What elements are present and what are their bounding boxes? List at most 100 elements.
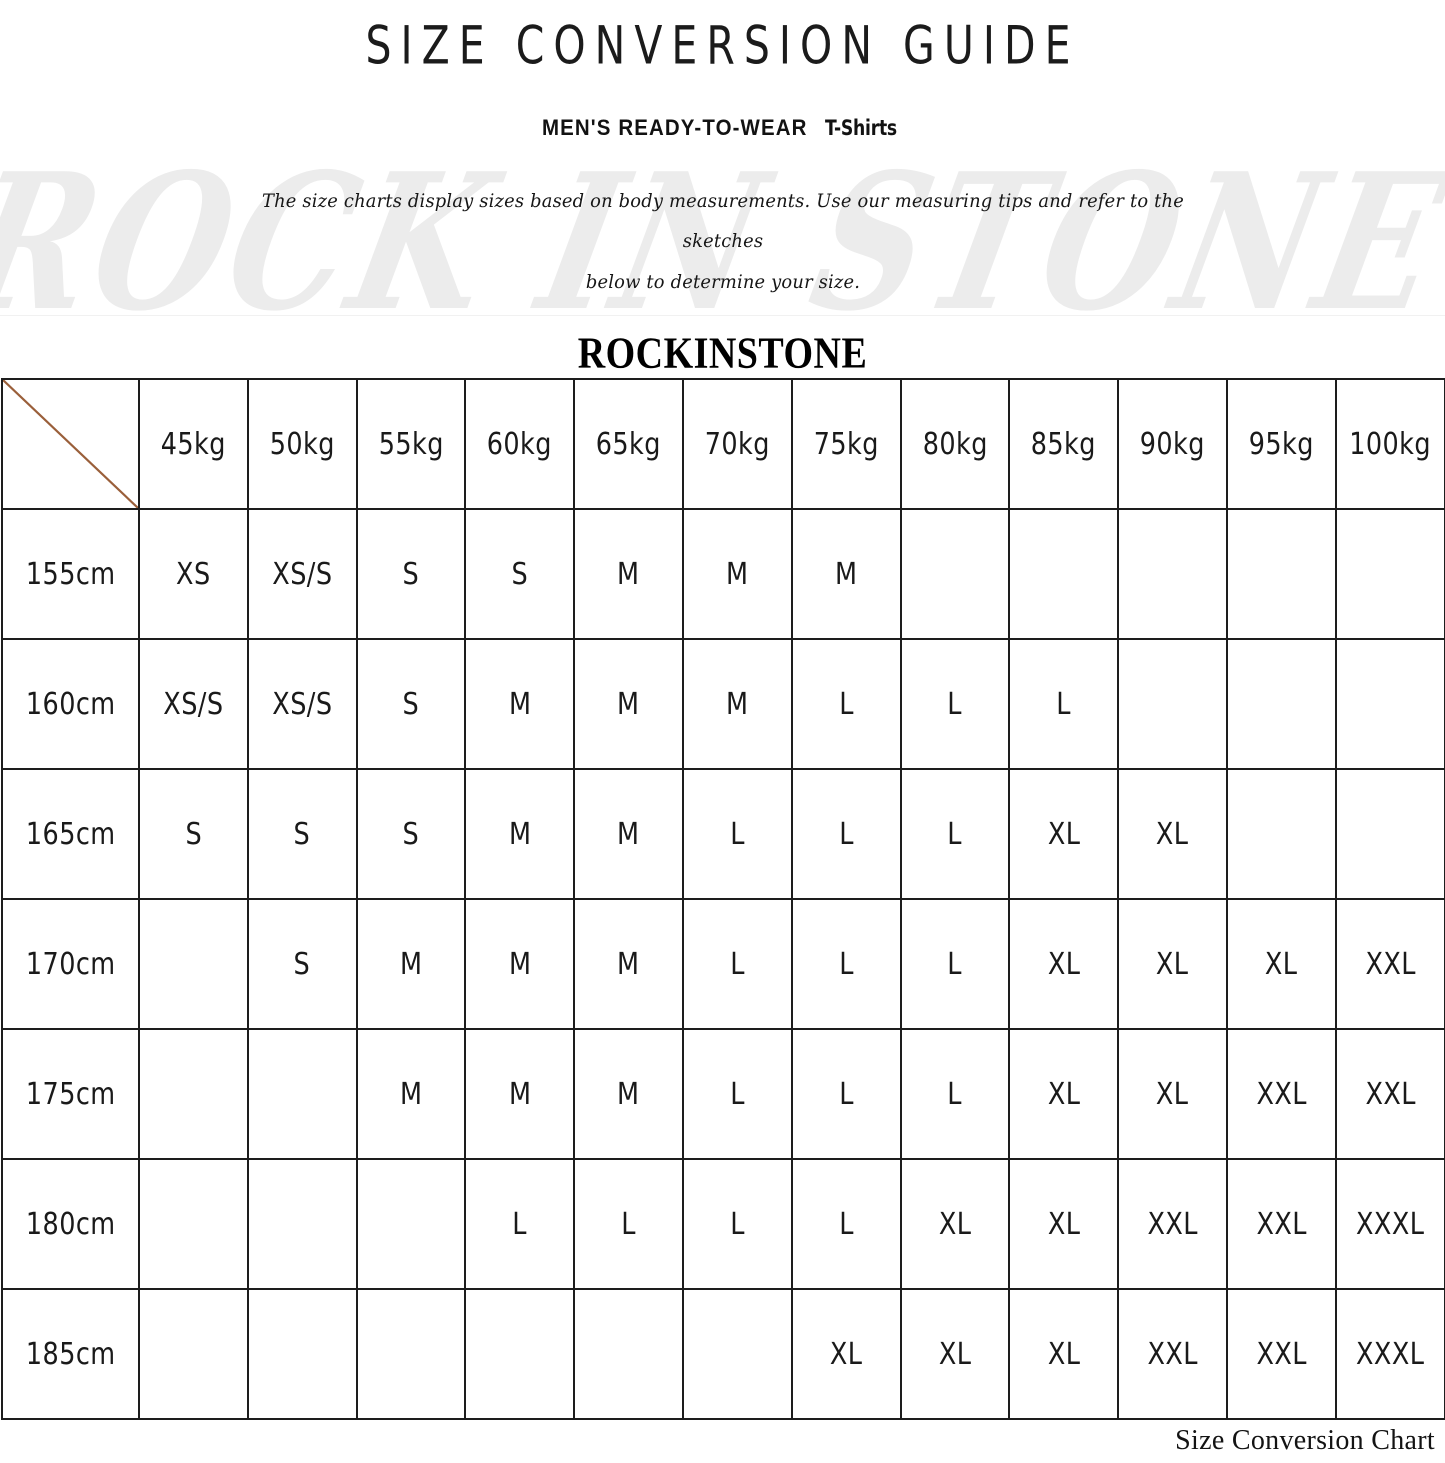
size-cell: L [681,1158,793,1290]
column-header-label: 65kg [596,426,662,462]
size-cell-value: L [730,1076,745,1112]
column-header-weight: 50kg [246,378,358,510]
column-header-weight: 85kg [1008,378,1120,510]
size-cell-empty [138,898,249,1030]
size-cell-value: XS [176,556,211,592]
size-cell: XL [1008,768,1120,900]
size-cell: L [464,1158,576,1290]
size-cell-empty [246,1028,358,1160]
size-cell: L [681,768,793,900]
size-cell-value: XL [1156,816,1189,852]
size-cell: S [246,768,358,900]
size-cell: XL [1008,1028,1120,1160]
size-cell-value: M [508,1076,532,1112]
size-cell-value: S [185,816,202,852]
column-header-weight: 60kg [464,378,576,510]
chart-caption: Size Conversion Chart [1175,1425,1435,1456]
size-cell-value: L [947,946,963,982]
size-cell: M [681,638,793,770]
size-cell-empty [1117,508,1228,640]
size-cell-value: S [402,816,420,852]
size-cell: M [573,898,684,1030]
size-cell-value: XL [1265,946,1298,982]
column-header-weight: 75kg [790,378,902,510]
page-title: SIZE CONVERSION GUIDE [365,14,1080,77]
size-cell: L [681,898,793,1030]
row-header-label: 160cm [25,686,116,722]
column-header-weight: 80kg [899,378,1011,510]
size-cell-value: L [947,816,963,852]
size-cell: L [573,1158,684,1290]
size-cell-value: S [402,556,420,592]
column-header-label: 55kg [378,426,444,462]
size-cell-value: XXXL [1355,1336,1425,1372]
size-cell-value: L [838,946,854,982]
size-cell-value: XXL [1256,1206,1307,1242]
size-cell-value: XL [1047,1336,1081,1372]
column-header-weight: 95kg [1225,378,1337,510]
size-cell-value: M [726,556,749,592]
row-header-label: 155cm [25,556,116,592]
size-cell: S [464,508,576,640]
column-header-weight: 45kg [138,378,249,510]
table-row: 175cm M M M L L L XL XL XXL XXL [1,1028,1445,1160]
size-cell-value: L [947,686,963,722]
size-cell-value: XXL [1147,1336,1198,1372]
size-cell: XXXL [1334,1158,1445,1290]
size-cell: XL [1225,898,1337,1030]
size-cell: L [899,1028,1011,1160]
diagonal-divider-icon [3,380,138,508]
size-cell-value: M [399,946,423,982]
size-cell: XXL [1117,1158,1228,1290]
size-cell-empty [246,1288,358,1420]
size-cell-value: XXXL [1355,1206,1425,1242]
size-cell-empty [1334,508,1445,640]
size-cell-empty [464,1288,576,1420]
row-header-label: 175cm [25,1076,116,1112]
size-cell: XL [1117,768,1228,900]
page-subtitle: MEN'S READY-TO-WEAR T-Shirts [0,115,1445,141]
watermark-divider-rule [0,315,1445,316]
row-header-label: 170cm [25,946,116,982]
size-cell-value: M [617,686,640,722]
table-header-row: 45kg 50kg 55kg 60kg 65kg 70kg 75kg 80kg 85kg 90kg… [1,378,1445,510]
size-cell: M [355,898,467,1030]
size-cell: XS/S [138,638,249,770]
column-header-weight: 65kg [573,378,684,510]
size-cell: XL [899,1158,1011,1290]
size-cell-value: M [508,686,532,722]
size-cell-value: XXL [1364,946,1416,982]
column-header-label: 75kg [813,426,879,462]
table-row: 170cm S M M M L L L XL XL XL XXL [1,898,1445,1030]
size-cell-value: XL [938,1336,972,1372]
size-cell-value: M [617,946,640,982]
description-line-1: The size charts display sizes based on b… [261,189,1184,253]
size-cell-value: L [1056,686,1072,722]
column-header-label: 60kg [487,426,553,462]
column-header-weight: 55kg [355,378,467,510]
size-cell-value: M [834,556,858,592]
column-header-label: 100kg [1349,426,1432,462]
size-cell: XL [790,1288,902,1420]
size-cell-value: L [838,1206,854,1242]
size-cell-empty [681,1288,793,1420]
size-cell-value: XXL [1256,1336,1307,1372]
size-cell-value: XL [1047,1206,1081,1242]
size-cell-empty [355,1158,467,1290]
column-header-label: 45kg [160,426,226,462]
size-cell: M [573,508,684,640]
table-row: 185cm XL XL XL XXL XXL XXXL [1,1288,1445,1420]
column-header-label: 85kg [1031,426,1097,462]
size-cell-value: M [617,556,640,592]
size-cell-value: XL [1156,946,1189,982]
size-cell: S [138,768,249,900]
size-cell-value: XL [1156,1076,1189,1112]
size-cell-value: XL [938,1206,972,1242]
page-description: The size charts display sizes based on b… [253,181,1193,304]
size-cell-empty [1225,638,1337,770]
description-line-2: below to determine your size. [585,271,860,294]
size-cell: XXL [1334,1028,1445,1160]
size-cell: XS/S [246,508,358,640]
size-cell-value: S [511,556,529,592]
size-cell: XL [1008,898,1120,1030]
